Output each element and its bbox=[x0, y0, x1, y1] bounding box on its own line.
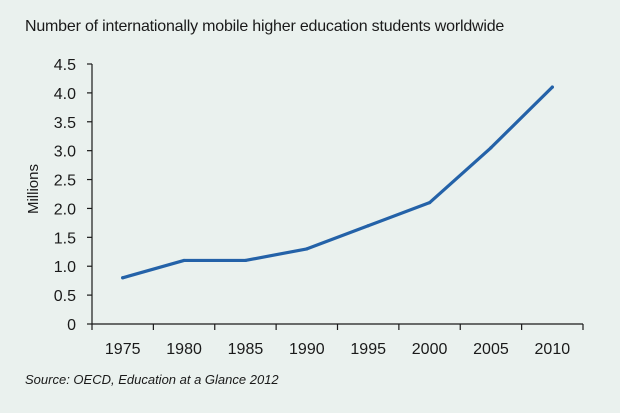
data-point bbox=[427, 201, 432, 205]
y-tick-label: 2.0 bbox=[54, 201, 76, 218]
data-point bbox=[489, 146, 493, 150]
source-publication: Education at a Glance 2012 bbox=[118, 372, 279, 387]
y-tick-label: 4.5 bbox=[54, 57, 76, 74]
y-axis-label: Millions bbox=[25, 164, 42, 214]
y-tick-label: 1.5 bbox=[54, 230, 76, 247]
data-point bbox=[366, 224, 370, 228]
data-point bbox=[182, 258, 186, 263]
source-note: Source: OECD, Education at a Glance 2012 bbox=[25, 372, 279, 387]
y-tick-label: 0 bbox=[67, 317, 76, 334]
y-tick-label: 2.5 bbox=[54, 173, 76, 190]
x-axis: 1975 1980 1985 1990 1995 2000 2005 2010 bbox=[91, 323, 584, 358]
y-tick-label: 1.0 bbox=[54, 259, 76, 276]
x-tick-label: 1975 bbox=[105, 341, 141, 358]
y-tick-label: 3.0 bbox=[54, 144, 76, 161]
x-tick-label: 2010 bbox=[535, 341, 571, 358]
data-point bbox=[121, 276, 125, 280]
y-tick-label: 3.5 bbox=[54, 115, 76, 132]
x-tick-label: 2005 bbox=[473, 341, 509, 358]
y-axis: 0 0.5 1.0 1.5 2.0 2.5 3.0 3.5 4.0 4.5 bbox=[54, 57, 93, 334]
chart-title: Number of internationally mobile higher … bbox=[25, 18, 505, 35]
x-tick-label: 1980 bbox=[166, 341, 202, 358]
data-point bbox=[305, 247, 309, 251]
source-prefix: Source: OECD, bbox=[25, 372, 119, 387]
x-tick-label: 1995 bbox=[350, 341, 386, 358]
y-tick-label: 0.5 bbox=[54, 288, 76, 305]
data-point bbox=[243, 258, 248, 263]
x-tick-label: 1985 bbox=[228, 341, 264, 358]
data-point bbox=[550, 85, 554, 89]
x-tick-label: 1990 bbox=[289, 341, 325, 358]
y-tick-label: 4.0 bbox=[54, 86, 76, 103]
series-layer bbox=[121, 85, 554, 280]
series-line bbox=[121, 85, 554, 280]
x-tick-label: 2000 bbox=[412, 341, 448, 358]
